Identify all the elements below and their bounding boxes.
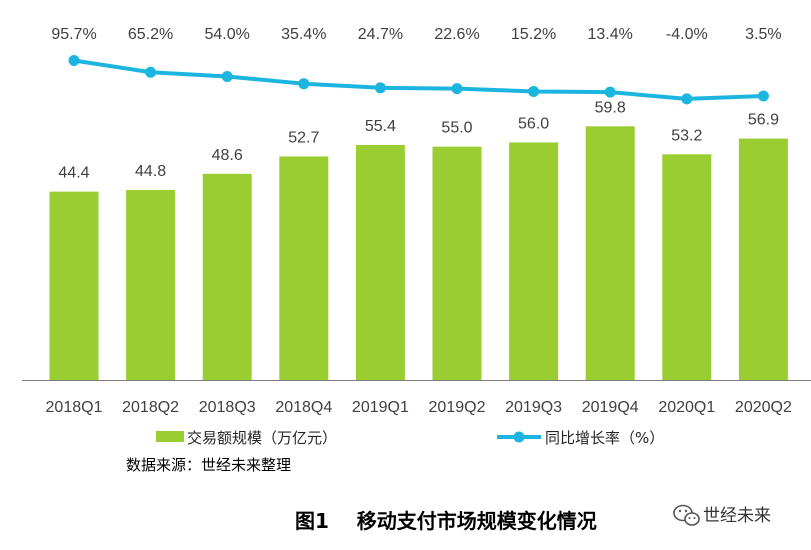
growth-point-2018Q2 — [145, 66, 157, 78]
growth-rate-label: 3.5% — [745, 26, 781, 43]
bar-value-labels: 44.4 44.8 48.6 52.7 55.4 55.0 56.0 59.8 53.2 56.9 — [58, 99, 779, 181]
growth-point-2020Q2 — [757, 90, 769, 102]
growth-point-2019Q3 — [528, 85, 540, 97]
category-label: 2018Q1 — [46, 399, 103, 416]
category-label: 2018Q2 — [122, 399, 179, 416]
growth-rate-label: 54.0% — [205, 26, 250, 43]
bar-2019Q3 — [509, 142, 559, 380]
bar-2018Q1 — [49, 191, 99, 380]
category-label: 2019Q2 — [429, 399, 486, 416]
figure-caption: 图1 移动支付市场规模变化情况 — [295, 509, 597, 533]
bar-2018Q3 — [202, 173, 252, 380]
growth-rate-label: 24.7% — [358, 26, 403, 43]
bar-2020Q1 — [662, 154, 712, 380]
growth-rate-label: -4.0% — [666, 26, 708, 43]
growth-rate-label: 95.7% — [51, 26, 96, 43]
growth-line — [73, 58, 764, 101]
bar-series — [49, 126, 788, 380]
bar-value-label: 56.0 — [518, 115, 549, 132]
growth-point-2018Q3 — [221, 71, 233, 83]
growth-rate-label: 13.4% — [588, 26, 633, 43]
bar-value-label: 53.2 — [671, 127, 702, 144]
growth-point-2018Q1 — [68, 55, 80, 66]
legend-bar-label: 交易额规模（万亿元） — [187, 429, 337, 447]
growth-point-2019Q4 — [604, 86, 616, 98]
growth-point-2019Q2 — [451, 83, 463, 95]
growth-rate-label: 35.4% — [281, 26, 326, 43]
bar-value-label: 55.4 — [365, 118, 396, 135]
legend-line-label: 同比增长率（%） — [545, 429, 664, 447]
bar-value-label: 59.8 — [595, 99, 626, 116]
category-label: 2019Q3 — [505, 399, 562, 416]
category-labels: 2018Q1 2018Q2 2018Q3 2018Q4 2019Q1 2019Q2 2019… — [46, 399, 792, 416]
category-label: 2020Q2 — [735, 399, 792, 416]
bar-2020Q2 — [738, 138, 788, 380]
category-label: 2019Q4 — [582, 399, 639, 416]
watermark: 世经未来 — [673, 504, 771, 526]
category-label: 2018Q4 — [275, 399, 332, 416]
wechat-icon — [673, 504, 700, 526]
bar-value-label: 55.0 — [441, 120, 472, 137]
bar-value-label: 48.6 — [212, 147, 243, 164]
growth-rate-label: 15.2% — [511, 26, 556, 43]
category-label: 2018Q3 — [199, 399, 256, 416]
category-label: 2019Q1 — [352, 399, 409, 416]
bar-2019Q2 — [432, 146, 482, 380]
bar-2019Q1 — [355, 144, 405, 380]
growth-point-2020Q1 — [681, 93, 693, 105]
bar-value-label: 44.8 — [135, 163, 166, 180]
bar-2018Q4 — [279, 156, 329, 380]
growth-rate-labels: 95.7% 65.2% 54.0% 35.4% 24.7% 22.6% 15.2% 13.4%… — [51, 26, 781, 43]
watermark-label: 世经未来 — [703, 506, 771, 526]
growth-line-series — [68, 55, 769, 105]
growth-rate-label: 22.6% — [434, 26, 479, 43]
legend-bar-swatch — [156, 431, 184, 442]
bar-value-label: 52.7 — [288, 129, 319, 146]
growth-point-2019Q1 — [374, 82, 386, 94]
legend-line-marker — [513, 431, 525, 443]
category-label: 2020Q1 — [658, 399, 715, 416]
bar-value-label: 44.4 — [58, 165, 89, 182]
growth-rate-label: 65.2% — [128, 26, 173, 43]
bar-value-label: 56.9 — [748, 112, 779, 129]
data-source-note: 数据来源：世经未来整理 — [126, 456, 291, 474]
bar-2019Q4 — [585, 126, 635, 380]
legend: 交易额规模（万亿元） 同比增长率（%） — [156, 429, 664, 447]
growth-point-2018Q4 — [298, 78, 310, 90]
bar-2018Q2 — [126, 189, 176, 380]
